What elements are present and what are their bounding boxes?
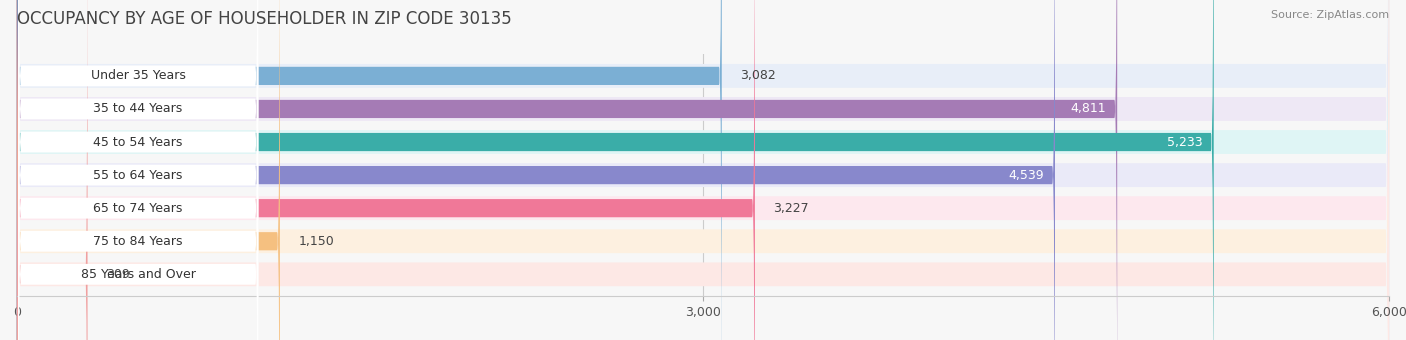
Text: 309: 309: [105, 268, 129, 281]
FancyBboxPatch shape: [18, 0, 259, 340]
Text: 55 to 64 Years: 55 to 64 Years: [93, 169, 183, 182]
FancyBboxPatch shape: [17, 0, 1389, 340]
FancyBboxPatch shape: [18, 0, 259, 340]
FancyBboxPatch shape: [18, 0, 259, 340]
Text: 3,082: 3,082: [740, 69, 776, 82]
Text: 4,539: 4,539: [1008, 169, 1043, 182]
FancyBboxPatch shape: [17, 0, 87, 340]
FancyBboxPatch shape: [18, 0, 259, 340]
Text: 75 to 84 Years: 75 to 84 Years: [93, 235, 183, 248]
FancyBboxPatch shape: [18, 0, 259, 340]
Text: 1,150: 1,150: [298, 235, 335, 248]
Text: Under 35 Years: Under 35 Years: [90, 69, 186, 82]
FancyBboxPatch shape: [17, 0, 721, 340]
Text: OCCUPANCY BY AGE OF HOUSEHOLDER IN ZIP CODE 30135: OCCUPANCY BY AGE OF HOUSEHOLDER IN ZIP C…: [17, 10, 512, 28]
FancyBboxPatch shape: [17, 0, 1054, 340]
FancyBboxPatch shape: [17, 0, 755, 340]
FancyBboxPatch shape: [18, 0, 259, 340]
FancyBboxPatch shape: [17, 0, 1213, 340]
FancyBboxPatch shape: [17, 0, 1389, 340]
FancyBboxPatch shape: [17, 0, 1389, 340]
FancyBboxPatch shape: [17, 0, 280, 340]
Text: 45 to 54 Years: 45 to 54 Years: [93, 136, 183, 149]
Text: 65 to 74 Years: 65 to 74 Years: [93, 202, 183, 215]
FancyBboxPatch shape: [17, 0, 1389, 340]
Text: 5,233: 5,233: [1167, 136, 1202, 149]
Text: 3,227: 3,227: [773, 202, 808, 215]
Text: 85 Years and Over: 85 Years and Over: [80, 268, 195, 281]
Text: 35 to 44 Years: 35 to 44 Years: [93, 102, 183, 116]
Text: Source: ZipAtlas.com: Source: ZipAtlas.com: [1271, 10, 1389, 20]
FancyBboxPatch shape: [17, 0, 1389, 340]
FancyBboxPatch shape: [18, 0, 259, 340]
Text: 4,811: 4,811: [1070, 102, 1105, 116]
FancyBboxPatch shape: [17, 0, 1389, 340]
FancyBboxPatch shape: [17, 0, 1389, 340]
FancyBboxPatch shape: [17, 0, 1118, 340]
